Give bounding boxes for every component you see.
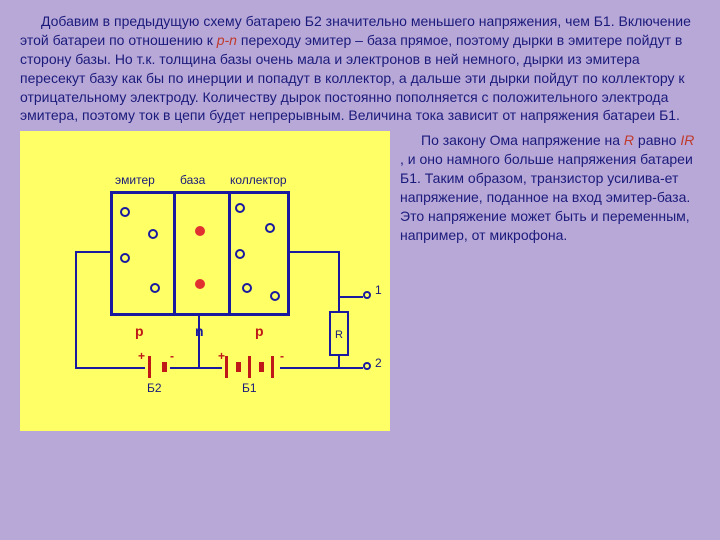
collector-label: коллектор xyxy=(230,173,287,187)
terminal-2 xyxy=(363,362,371,370)
side-paragraph: По закону Ома напряжение на R равно IR ,… xyxy=(400,131,700,431)
side-text-1: По закону Ома напряжение на xyxy=(421,132,624,148)
battery-plate xyxy=(259,362,264,372)
emitter-label: эмитер xyxy=(115,173,155,187)
side-text-2: равно xyxy=(634,132,680,148)
battery-plate xyxy=(148,356,151,378)
terminal-1 xyxy=(363,291,371,299)
wire xyxy=(75,251,77,369)
wire xyxy=(75,251,110,253)
wire xyxy=(338,251,340,299)
transistor-diagram: эмитер база коллектор p n p + - Б2 xyxy=(20,131,390,431)
r-var: R xyxy=(624,132,634,148)
battery-plate xyxy=(236,362,241,372)
wire xyxy=(198,367,222,369)
resistor: R xyxy=(329,311,349,356)
wire xyxy=(75,367,145,369)
plus-sign: + xyxy=(138,349,145,363)
p-type-label: p xyxy=(255,323,264,339)
terminal-2-label: 2 xyxy=(375,356,382,370)
battery-plate xyxy=(162,362,167,372)
minus-sign: - xyxy=(170,349,174,363)
base-label: база xyxy=(180,173,205,187)
intro-paragraph: Добавим в предыдущую схему батарею Б2 зн… xyxy=(20,12,700,125)
battery-plate xyxy=(271,356,274,378)
wire xyxy=(338,296,363,298)
battery-plate xyxy=(225,356,228,378)
plus-sign: + xyxy=(218,349,225,363)
wire xyxy=(290,251,340,253)
ir-var: IR xyxy=(680,132,694,148)
battery-plate xyxy=(248,356,251,378)
minus-sign: - xyxy=(280,349,284,363)
b1-label: Б1 xyxy=(242,381,257,395)
side-text-3: , и оно намного больше напряжения батаре… xyxy=(400,151,693,243)
terminal-1-label: 1 xyxy=(375,283,382,297)
wire xyxy=(338,367,363,369)
p-type-label: p xyxy=(135,323,144,339)
wire xyxy=(280,367,340,369)
pn-text: p-n xyxy=(217,32,237,48)
wire xyxy=(338,296,340,311)
wire xyxy=(170,367,200,369)
b2-label: Б2 xyxy=(147,381,162,395)
transistor-body xyxy=(110,191,290,316)
wire xyxy=(198,316,200,369)
